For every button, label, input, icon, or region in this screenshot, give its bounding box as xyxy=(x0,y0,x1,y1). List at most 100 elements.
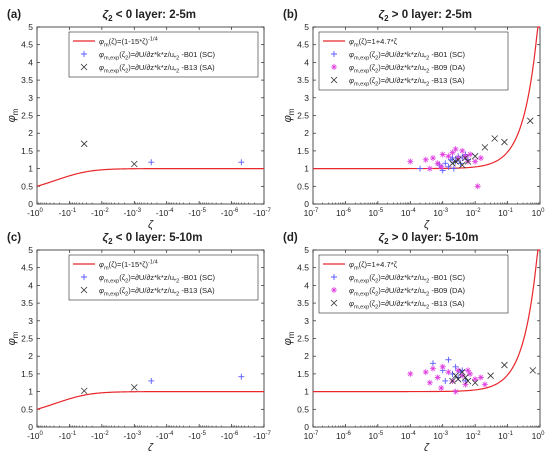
data-point-plus xyxy=(238,373,245,380)
legend-box xyxy=(318,254,509,314)
y-tick-label: 2 xyxy=(304,351,309,361)
legend-entry: φm,exp(ζ2)=∂U/∂z*k*z/u*2 -B13 (SA) xyxy=(349,299,465,311)
y-tick-label: 0 xyxy=(304,422,309,432)
y-tick-label: 4.5 xyxy=(297,40,309,50)
y-tick-label: 0 xyxy=(28,199,33,209)
legend-entry: φm,exp(ζ2)=∂U/∂z*k*z/u*2 -B13 (SA) xyxy=(99,63,215,75)
data-point-star xyxy=(462,153,469,160)
data-point-star xyxy=(439,151,446,158)
model-curve xyxy=(313,249,540,393)
data-point-star xyxy=(467,370,474,377)
data-point-plus xyxy=(417,165,424,172)
y-tick-label: 2.5 xyxy=(297,334,309,344)
legend-entry: φm,exp(ζ2)=∂U/∂z*k*z/u*2 -B01 (SC) xyxy=(349,273,466,285)
data-point-star xyxy=(452,388,459,395)
data-point-x xyxy=(80,387,88,395)
y-tick-label: 0 xyxy=(28,422,33,432)
x-tick-label: 10-5 xyxy=(368,431,383,441)
x-tick-label: 10-4 xyxy=(401,431,416,441)
x-axis-label: ζ xyxy=(424,219,430,231)
x-tick-label: 10-4 xyxy=(401,208,416,218)
legend-box xyxy=(68,254,259,301)
data-point-x xyxy=(464,377,472,385)
y-axis-label: φm xyxy=(6,331,20,345)
y-tick-label: 1 xyxy=(304,387,309,397)
x-tick-label: -10-5 xyxy=(188,208,206,218)
x-tick-label: 100 xyxy=(532,431,545,441)
x-tick-label: -10-3 xyxy=(123,208,141,218)
y-tick-label: 4 xyxy=(28,280,33,290)
legend-entry: φm(ζ)=(1-15*ζ)-1/4 xyxy=(99,260,158,272)
data-point-star xyxy=(438,163,445,170)
y-tick-label: 3 xyxy=(28,316,33,326)
y-tick-label: 1.5 xyxy=(297,369,309,379)
y-tick-label: 5 xyxy=(28,22,33,32)
x-tick-label: -100 xyxy=(27,431,43,441)
data-point-x xyxy=(491,135,498,142)
y-tick-label: 4.5 xyxy=(21,40,33,50)
data-point-x xyxy=(458,161,466,169)
data-point-x xyxy=(481,144,489,151)
data-point-plus xyxy=(445,356,452,363)
chart-panel-4: 0 0.5 1 1.5 2 2.5 3 3.5 4 4.5 5 10-7 10-6 10-5 10-4 10-… xyxy=(282,232,545,451)
y-tick-label: 1.5 xyxy=(21,369,33,379)
y-tick-label: 2 xyxy=(304,128,309,138)
data-point-plus xyxy=(429,360,436,367)
x-tick-label: 10-6 xyxy=(336,208,351,218)
data-point-star xyxy=(467,151,474,158)
x-tick-label: -10-7 xyxy=(253,431,271,441)
x-tick-label: -10-1 xyxy=(59,208,77,218)
x-tick-label: -10-4 xyxy=(156,208,174,218)
legend-entry: φm(ζ)=1+4.7*ζ xyxy=(349,37,398,49)
data-point-star xyxy=(464,367,471,374)
y-tick-label: 1 xyxy=(28,164,33,174)
legend-entry: φm,exp(ζ2)=∂U/∂z*k*z/u*2 -B13 (SA) xyxy=(349,76,465,88)
chart-panel-2: 0 0.5 1 1.5 2 2.5 3 3.5 4 4.5 5 10-7 10-6 10-5 10-4 10-… xyxy=(282,9,545,231)
y-tick-label: 3 xyxy=(304,93,309,103)
data-point-x xyxy=(454,375,462,383)
y-tick-label: 1.5 xyxy=(297,146,309,156)
x-tick-label: -10-4 xyxy=(156,431,174,441)
legend-entry: φm,exp(ζ2)=∂U/∂z*k*z/u*2 -B01 (SC) xyxy=(99,273,216,285)
panel-title: ζ2 < 0 layer: 2-5m xyxy=(103,9,197,23)
legend-marker xyxy=(80,63,88,71)
x-tick-label: -10-1 xyxy=(59,431,77,441)
data-point-plus xyxy=(238,159,245,166)
data-point-x xyxy=(471,152,479,160)
legend-marker xyxy=(81,51,87,57)
data-point-star xyxy=(459,147,466,154)
x-tick-label: -100 xyxy=(27,208,43,218)
x-tick-label: -10-7 xyxy=(253,208,271,218)
legend-entry: φm(ζ)=1+4.7*ζ xyxy=(349,260,398,272)
y-tick-label: 2.5 xyxy=(21,334,33,344)
x-tick-label: -10-6 xyxy=(221,208,239,218)
data-point-star xyxy=(439,363,446,370)
panel-label: (a) xyxy=(7,9,21,21)
data-point-x xyxy=(487,372,494,379)
data-point-x xyxy=(501,138,508,146)
legend-marker xyxy=(331,51,337,57)
data-point-x xyxy=(454,156,462,164)
x-tick-label: -10-2 xyxy=(91,431,109,441)
data-point-plus xyxy=(445,163,452,170)
data-point-star xyxy=(477,374,484,381)
y-tick-label: 3 xyxy=(28,93,33,103)
data-point-plus xyxy=(442,160,449,167)
x-tick-label: -10-6 xyxy=(221,431,239,441)
legend-marker xyxy=(81,274,87,280)
y-tick-label: 3.5 xyxy=(297,75,309,85)
y-tick-label: 5 xyxy=(28,245,33,255)
x-axis-label: ζ xyxy=(148,219,154,231)
data-point-star xyxy=(429,154,436,161)
data-point-plus xyxy=(148,377,155,384)
x-tick-label: 10-7 xyxy=(304,431,319,441)
y-tick-label: 1 xyxy=(28,387,33,397)
model-curve xyxy=(36,168,264,187)
y-axis-label: φm xyxy=(282,108,296,122)
data-point-x xyxy=(458,368,466,376)
data-point-star xyxy=(407,158,414,165)
legend-box xyxy=(318,31,509,91)
legend-marker xyxy=(331,64,337,70)
data-point-x xyxy=(449,377,456,385)
x-axis-label: ζ xyxy=(424,442,430,451)
